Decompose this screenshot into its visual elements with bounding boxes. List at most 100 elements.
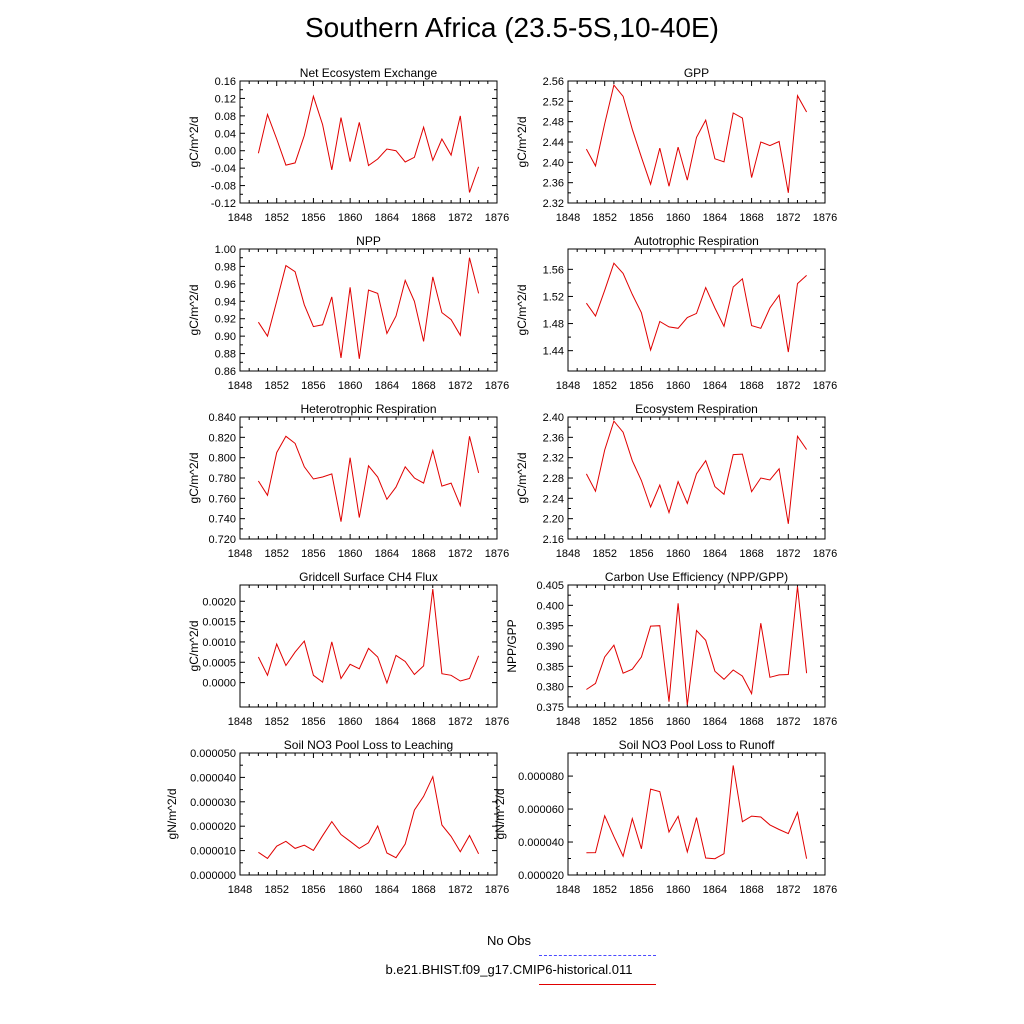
y-tick-label: 0.740	[208, 514, 236, 526]
panel-9: Soil NO3 Pool Loss to Leaching gN/m^2/d 18…	[165, 738, 509, 896]
legend-model-label: b.e21.BHIST.f09_g17.CMIP6-historical.011	[385, 962, 633, 977]
x-tick-label: 1876	[813, 884, 837, 896]
y-tick-label: 2.48	[543, 117, 564, 129]
x-tick-label: 1856	[629, 212, 653, 224]
plot-frame	[239, 416, 498, 540]
y-tick-label: 0.0015	[202, 617, 236, 629]
x-tick-label: 1860	[666, 884, 690, 896]
x-tick-label: 1872	[776, 884, 800, 896]
y-tick-label: 0.12	[215, 93, 236, 105]
y-tick-label: 2.44	[543, 137, 564, 149]
x-tick-label: 1856	[301, 884, 325, 896]
y-tick-label: 2.28	[543, 473, 564, 485]
y-tick-label: 0.000050	[190, 748, 236, 760]
x-tick-label: 1856	[629, 884, 653, 896]
panel-1: Net Ecosystem Exchange gC/m^2/d 1848 1852 18…	[187, 66, 509, 224]
x-tick-label: 1860	[338, 548, 362, 560]
x-tick-label: 1876	[485, 548, 509, 560]
y-tick-label: 2.40	[543, 412, 564, 424]
x-tick-label: 1864	[703, 548, 727, 560]
x-tick-label: 1860	[338, 716, 362, 728]
y-tick-label: 0.820	[208, 432, 236, 444]
y-tick-label: 1.00	[215, 244, 236, 256]
x-tick-label: 1856	[301, 380, 325, 392]
y-tick-label: 0.86	[215, 366, 236, 378]
x-tick-label: 1860	[666, 212, 690, 224]
y-tick-label: -0.12	[211, 198, 236, 210]
y-axis-label: gC/m^2/d	[187, 621, 201, 672]
x-tick-label: 1856	[629, 716, 653, 728]
x-tick-label: 1868	[411, 716, 435, 728]
y-tick-label: -0.08	[211, 181, 236, 193]
y-tick-label: 2.20	[543, 514, 564, 526]
y-axis-label: gC/m^2/d	[187, 285, 201, 336]
x-tick-label: 1860	[338, 884, 362, 896]
x-tick-label: 1868	[411, 884, 435, 896]
y-tick-label: 0.08	[215, 111, 236, 123]
x-tick-label: 1876	[813, 212, 837, 224]
y-tick-label: 0.92	[215, 314, 236, 326]
y-tick-label: 0.000040	[518, 837, 564, 849]
x-tick-label: 1864	[703, 884, 727, 896]
x-tick-label: 1868	[411, 212, 435, 224]
y-tick-label: 0.760	[208, 493, 236, 505]
panel-title: Gridcell Surface CH4 Flux	[299, 570, 438, 584]
panel-5: Heterotrophic Respiration gC/m^2/d 1848 185…	[187, 402, 509, 560]
x-tick-label: 1872	[448, 380, 472, 392]
x-tick-label: 1864	[703, 212, 727, 224]
panel-8: Carbon Use Efficiency (NPP/GPP) NPP/GPP 18…	[505, 570, 837, 728]
y-tick-label: 0.0020	[202, 596, 236, 608]
x-tick-label: 1868	[739, 380, 763, 392]
x-tick-label: 1856	[301, 548, 325, 560]
x-tick-label: 1868	[739, 548, 763, 560]
x-tick-label: 1848	[556, 380, 580, 392]
x-tick-label: 1864	[375, 548, 399, 560]
y-axis-label: gC/m^2/d	[187, 117, 201, 168]
plot-frame	[239, 752, 498, 876]
legend-obs-label: No Obs	[486, 933, 532, 948]
y-tick-label: 0.16	[215, 76, 236, 88]
x-tick-label: 1848	[556, 212, 580, 224]
plot-frame	[567, 416, 826, 540]
y-tick-label: 0.395	[536, 621, 564, 633]
y-tick-label: 0.00	[215, 146, 236, 158]
x-tick-label: 1856	[629, 548, 653, 560]
x-tick-label: 1872	[448, 212, 472, 224]
y-tick-label: 0.000000	[190, 870, 236, 882]
y-tick-label: 0.380	[536, 682, 564, 694]
x-tick-label: 1872	[776, 380, 800, 392]
x-tick-label: 1872	[776, 548, 800, 560]
x-tick-label: 1872	[448, 548, 472, 560]
y-axis-label: gC/m^2/d	[515, 117, 529, 168]
x-tick-label: 1876	[485, 212, 509, 224]
x-tick-label: 1852	[592, 716, 616, 728]
y-tick-label: 0.88	[215, 349, 236, 361]
x-tick-label: 1852	[264, 380, 288, 392]
figure-title: Southern Africa (23.5-5S,10-40E)	[304, 12, 719, 43]
legend-model-line	[539, 984, 656, 985]
y-tick-label: 2.56	[543, 76, 564, 88]
legend-obs-line	[539, 955, 656, 956]
x-tick-label: 1848	[228, 212, 252, 224]
series-line	[257, 257, 480, 359]
panel-10: Soil NO3 Pool Loss to Runoff gN/m^2/d 1848…	[493, 738, 837, 896]
series-line	[257, 94, 480, 193]
x-tick-label: 1876	[485, 716, 509, 728]
x-tick-label: 1868	[411, 548, 435, 560]
y-tick-label: 2.36	[543, 178, 564, 190]
series-line	[585, 262, 807, 353]
y-tick-label: 2.24	[543, 493, 564, 505]
x-tick-label: 1876	[485, 380, 509, 392]
y-tick-label: 0.780	[208, 473, 236, 485]
panel-title: Soil NO3 Pool Loss to Runoff	[619, 738, 776, 752]
panel-6: Ecosystem Respiration gC/m^2/d 1848 1852 185…	[515, 402, 837, 560]
panel-3: NPP gC/m^2/d 1848 1852 1856 1860 1864 1868 1872 1…	[187, 234, 509, 392]
x-tick-label: 1860	[666, 716, 690, 728]
y-tick-label: 0.000060	[518, 804, 564, 816]
y-tick-label: 0.000020	[190, 821, 236, 833]
series-line	[585, 420, 808, 524]
x-tick-label: 1852	[592, 548, 616, 560]
plot-frame	[567, 248, 826, 372]
x-tick-label: 1872	[448, 884, 472, 896]
